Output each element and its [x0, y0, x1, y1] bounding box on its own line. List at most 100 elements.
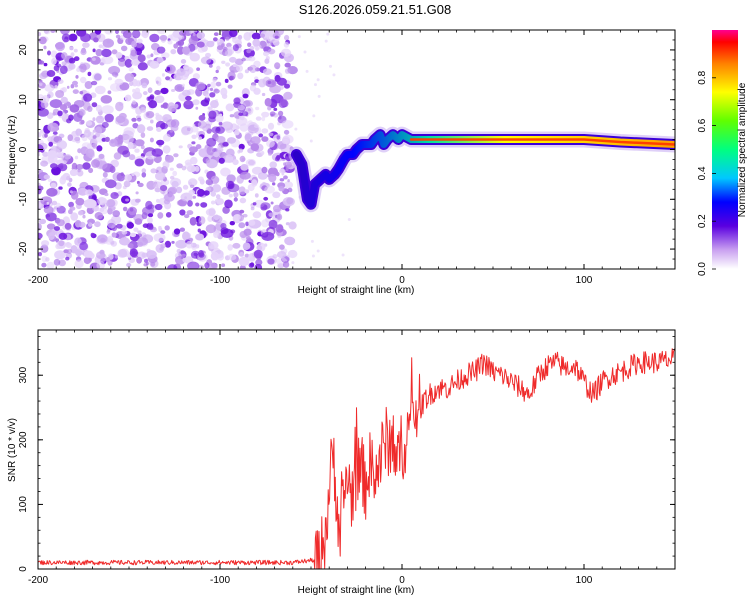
noise-blob	[78, 63, 87, 73]
noise-blob	[155, 114, 163, 121]
noise-blob	[213, 32, 219, 36]
noise-blob	[222, 141, 229, 147]
noise-blob	[215, 69, 219, 74]
noise-blob	[135, 42, 143, 48]
noise-blob	[248, 262, 255, 268]
noise-blob	[132, 30, 141, 39]
noise-blob	[126, 222, 134, 229]
noise-blob	[43, 30, 51, 35]
noise-blob	[156, 46, 166, 54]
noise-blob	[227, 244, 233, 251]
noise-blob	[238, 112, 244, 116]
noise-blob	[112, 210, 120, 218]
noise-blob	[82, 214, 86, 219]
noise-blob	[164, 225, 170, 231]
noise-blob	[278, 84, 284, 90]
noise-blob	[51, 57, 57, 65]
noise-blob	[149, 94, 155, 100]
noise-blob	[216, 65, 221, 71]
noise-blob	[38, 32, 42, 37]
noise-blob	[38, 232, 43, 239]
noise-blob	[69, 46, 74, 51]
noise-blob	[56, 63, 62, 68]
noise-blob	[146, 250, 157, 259]
noise-blob	[156, 127, 162, 132]
noise-blob	[164, 240, 172, 248]
noise-blob	[91, 80, 98, 86]
noise-blob	[198, 252, 205, 258]
noise-blob	[155, 171, 166, 181]
noise-blob	[58, 232, 68, 240]
noise-blob	[268, 219, 278, 229]
noise-blob	[137, 62, 148, 71]
noise-blob	[163, 117, 168, 122]
noise-blob	[130, 232, 137, 238]
noise-blob	[94, 221, 101, 228]
noise-blob	[83, 101, 91, 111]
noise-blob	[267, 80, 272, 85]
noise-blob	[332, 73, 336, 77]
noise-blob	[58, 186, 63, 190]
noise-blob	[297, 35, 301, 39]
noise-blob	[39, 82, 43, 86]
noise-blob	[43, 174, 50, 180]
noise-blob	[63, 249, 69, 254]
noise-blob	[272, 204, 282, 213]
noise-blob	[92, 57, 96, 61]
colorbar-label: Normalized spectral amplitude	[737, 82, 748, 217]
noise-blob	[38, 202, 42, 208]
noise-blob	[186, 165, 197, 173]
noise-blob	[237, 72, 244, 80]
noise-blob	[164, 155, 174, 163]
noise-blob	[107, 90, 112, 95]
noise-blob	[48, 178, 52, 182]
noise-blob	[205, 179, 214, 186]
noise-blob	[47, 50, 51, 56]
noise-blob	[169, 129, 173, 133]
noise-blob	[185, 240, 194, 249]
noise-blob	[147, 216, 153, 224]
noise-blob	[101, 121, 109, 128]
noise-blob	[252, 202, 257, 206]
noise-blob	[210, 191, 217, 197]
noise-blob	[261, 136, 269, 142]
noise-blob	[136, 256, 143, 264]
noise-blob	[130, 49, 137, 57]
noise-blob	[61, 160, 67, 165]
noise-blob	[283, 129, 290, 135]
noise-blob	[114, 254, 119, 259]
noise-blob	[155, 80, 159, 84]
noise-blob	[165, 76, 171, 81]
noise-blob	[287, 249, 298, 259]
noise-blob	[52, 131, 58, 135]
spectrogram-y-tick-label: -20	[18, 241, 29, 256]
noise-blob	[279, 178, 285, 182]
noise-blob	[73, 48, 78, 53]
noise-blob	[197, 120, 207, 129]
noise-blob	[84, 189, 94, 196]
colorbar-tick-label: 0.4	[697, 166, 708, 180]
noise-blob	[243, 228, 252, 236]
noise-blob	[100, 95, 113, 104]
noise-blob	[284, 236, 296, 246]
noise-blob	[245, 158, 257, 167]
noise-blob	[190, 30, 195, 34]
noise-blob	[245, 221, 249, 226]
noise-blob	[83, 256, 92, 265]
spectrogram-x-tick-label: 0	[399, 275, 405, 286]
noise-blob	[59, 104, 68, 111]
noise-blob	[131, 100, 137, 105]
spectrogram-y-tick-label: 20	[18, 44, 29, 56]
noise-blob	[68, 63, 76, 70]
noise-blob	[162, 160, 170, 169]
noise-blob	[221, 43, 225, 48]
noise-blob	[154, 203, 163, 211]
noise-blob	[52, 127, 59, 132]
noise-blob	[55, 202, 61, 208]
noise-blob	[268, 173, 277, 183]
noise-blob	[220, 167, 231, 177]
noise-blob	[274, 35, 279, 39]
noise-blob	[238, 186, 246, 195]
noise-blob	[175, 239, 188, 249]
